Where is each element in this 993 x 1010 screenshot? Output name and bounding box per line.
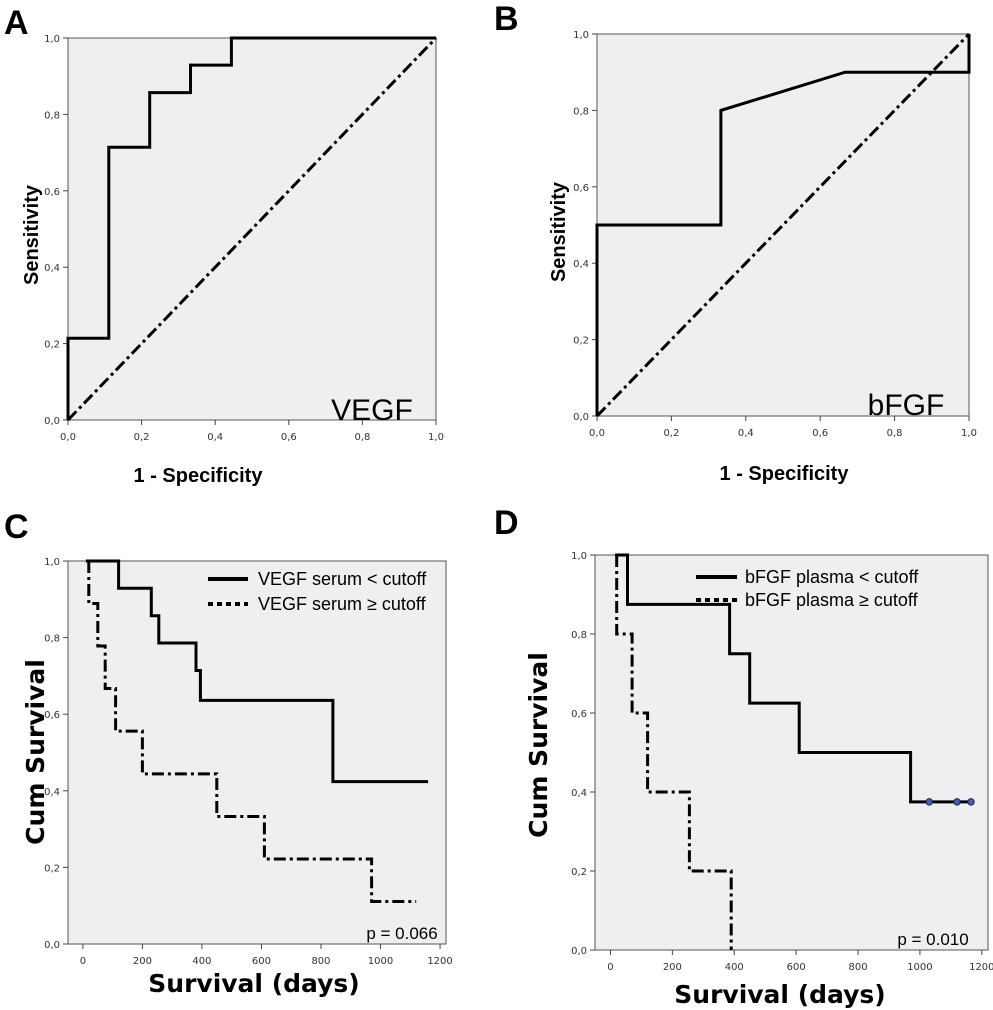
- panel-c: C 0,0 0,2 0,4 0,6 0,8 1,0 0 200 400 600 800 1000 1200…: [4, 508, 453, 998]
- y-axis-label: Sensitivity: [21, 184, 43, 285]
- y-tick-label: 0,0: [44, 416, 60, 427]
- inset-label: VEGF: [331, 394, 413, 427]
- x-tick-label: 0,0: [60, 432, 76, 443]
- panel-a: A 0,0 0,2 0,4 0,6 0,8 1,0 0,0 0,2 0,4 0,6 0,8 1,0 1 -…: [4, 4, 444, 487]
- x-tick-label: 600: [787, 962, 806, 973]
- y-tick-label: 1,0: [573, 30, 589, 41]
- y-tick-label: 0,8: [44, 110, 60, 121]
- x-tick-label: 600: [252, 956, 271, 967]
- legend-label: bFGF plasma < cutoff: [745, 567, 919, 587]
- y-tick-label: 0,4: [571, 788, 587, 799]
- x-axis-label: Survival (days): [148, 969, 359, 998]
- plot-area: [594, 554, 989, 951]
- x-axis-label: 1 - Specificity: [134, 465, 264, 487]
- y-tick-label: 0,0: [44, 940, 60, 951]
- x-tick-label: 1000: [368, 956, 393, 967]
- y-axis-label: Cum Survival: [21, 659, 50, 845]
- y-tick-label: 0,4: [44, 787, 60, 798]
- y-tick-label: 1,0: [44, 34, 60, 45]
- series-line-dashdot: [87, 561, 417, 903]
- censor-marker: [925, 798, 933, 806]
- y-tick-label: 0,2: [44, 863, 60, 874]
- x-tick-label: 0,0: [589, 428, 605, 439]
- x-tick-label: 0,4: [738, 428, 754, 439]
- x-tick-label: 0,8: [887, 428, 903, 439]
- x-tick-label: 0: [607, 962, 613, 973]
- y-tick-label: 0,2: [573, 336, 589, 347]
- y-tick-label: 0,6: [44, 187, 60, 198]
- y-tick-label: 1,0: [44, 557, 60, 568]
- panel-d: D 0,0 0,2 0,4 0,6 0,8 1,0 0 200 400 600 800 1000 1200…: [494, 504, 993, 1009]
- panel-letter: C: [4, 508, 29, 546]
- x-tick-label: 0: [80, 956, 86, 967]
- y-axis-label: Sensitivity: [548, 181, 570, 282]
- x-tick-label: 200: [663, 962, 682, 973]
- panel-letter: A: [4, 4, 29, 42]
- y-tick-label: 0,0: [573, 412, 589, 423]
- p-value: p = 0.010: [897, 930, 968, 949]
- x-tick-label: 800: [311, 956, 330, 967]
- x-tick-label: 0,6: [281, 432, 297, 443]
- y-tick-label: 0,8: [573, 106, 589, 117]
- legend-label: VEGF serum < cutoff: [258, 569, 427, 589]
- series-line-solid: [85, 559, 429, 784]
- plot-area: [67, 560, 447, 945]
- y-tick-label: 0,6: [44, 710, 60, 721]
- x-tick-label: 1200: [427, 956, 452, 967]
- x-tick-label: 1,0: [961, 428, 977, 439]
- x-tick-label: 400: [192, 956, 211, 967]
- series-line-solid: [66, 36, 436, 420]
- series-line-dashdot: [615, 555, 733, 950]
- x-axis-label: 1 - Specificity: [720, 463, 850, 485]
- y-tick-label: 0,0: [571, 946, 587, 957]
- x-tick-label: 0,2: [134, 432, 150, 443]
- panel-letter: D: [494, 504, 519, 542]
- y-tick-label: 0,4: [44, 263, 60, 274]
- y-tick-label: 0,2: [44, 340, 60, 351]
- x-tick-label: 0,4: [207, 432, 223, 443]
- panel-b: B 0,0 0,2 0,4 0,6 0,8 1,0 0,0 0,2 0,4 0,6 0,8 1,0 1 -…: [494, 0, 977, 485]
- y-axis-label: Cum Survival: [524, 652, 553, 838]
- x-tick-label: 0,2: [663, 428, 679, 439]
- series-line-solid: [595, 34, 971, 416]
- x-tick-label: 1000: [907, 962, 932, 973]
- y-tick-label: 0,4: [573, 259, 589, 270]
- y-tick-label: 0,6: [573, 183, 589, 194]
- series-line-solid: [615, 553, 973, 804]
- y-tick-label: 0,6: [571, 709, 587, 720]
- panel-letter: B: [494, 0, 519, 38]
- y-tick-label: 0,2: [571, 867, 587, 878]
- legend-label: VEGF serum ≥ cutoff: [258, 594, 427, 614]
- y-tick-label: 1,0: [571, 551, 587, 562]
- x-tick-label: 0,6: [812, 428, 828, 439]
- y-tick-label: 0,8: [44, 634, 60, 645]
- x-tick-label: 0,8: [354, 432, 370, 443]
- x-tick-label: 400: [725, 962, 744, 973]
- y-tick-label: 0,8: [571, 630, 587, 641]
- x-tick-label: 1200: [969, 962, 993, 973]
- x-tick-label: 800: [848, 962, 867, 973]
- censor-marker: [953, 798, 961, 806]
- series-line-dashdot: [66, 36, 438, 422]
- x-axis-label: Survival (days): [674, 980, 885, 1009]
- inset-label: bFGF: [868, 389, 945, 422]
- legend-label: bFGF plasma ≥ cutoff: [745, 590, 919, 610]
- censor-marker: [967, 798, 975, 806]
- x-tick-label: 200: [133, 956, 152, 967]
- series-line-dashdot: [595, 32, 971, 418]
- x-tick-label: 1,0: [428, 432, 444, 443]
- p-value: p = 0.066: [366, 924, 437, 943]
